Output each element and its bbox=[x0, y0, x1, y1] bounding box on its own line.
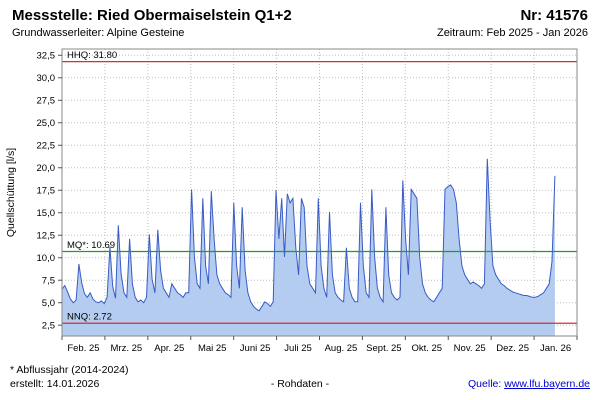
x-axis-labels: Feb. 25 Mrz. 25 Apr. 25 Mai 25 Juni 25 Juli 2… bbox=[61, 336, 578, 354]
svg-text:Nov. 25: Nov. 25 bbox=[454, 343, 486, 354]
svg-text:Aug. 25: Aug. 25 bbox=[325, 343, 358, 354]
series-area bbox=[62, 158, 555, 336]
svg-text:30,0: 30,0 bbox=[37, 73, 56, 84]
footnote-abflussjahr: * Abflussjahr (2014-2024) bbox=[10, 364, 129, 376]
ref-label-mq: MQ*: 10.69 bbox=[67, 240, 115, 251]
svg-text:Mrz. 25: Mrz. 25 bbox=[111, 343, 143, 354]
svg-text:Okt. 25: Okt. 25 bbox=[411, 343, 442, 354]
discharge-chart: HHQ: 31.80 MQ*: 10.69 NNQ: 2.72 2,5 5,0 7,5 10… bbox=[0, 41, 600, 362]
y-axis-title: Quellschüttung [l/s] bbox=[5, 148, 17, 237]
svg-text:Feb. 25: Feb. 25 bbox=[67, 343, 99, 354]
created-date: erstellt: 14.01.2026 bbox=[10, 378, 100, 390]
svg-text:Juni 25: Juni 25 bbox=[240, 343, 271, 354]
svg-text:Mai 25: Mai 25 bbox=[198, 343, 227, 354]
ref-label-nnq: NNQ: 2.72 bbox=[67, 312, 112, 323]
svg-text:12,5: 12,5 bbox=[37, 230, 56, 241]
source-block: Quelle: www.lfu.bayern.de bbox=[468, 378, 590, 390]
svg-text:27,5: 27,5 bbox=[37, 95, 56, 106]
svg-text:Jan. 26: Jan. 26 bbox=[540, 343, 571, 354]
svg-text:17,5: 17,5 bbox=[37, 185, 56, 196]
svg-text:Sept. 25: Sept. 25 bbox=[366, 343, 401, 354]
header: Messstelle: Ried Obermaiselstein Q1+2 Nr… bbox=[0, 0, 600, 39]
svg-text:25,0: 25,0 bbox=[37, 118, 56, 129]
svg-text:15,0: 15,0 bbox=[37, 208, 56, 219]
svg-text:20,0: 20,0 bbox=[37, 163, 56, 174]
svg-text:10,0: 10,0 bbox=[37, 253, 56, 264]
data-type-label: - Rohdaten - bbox=[270, 378, 330, 390]
discharge-chart-canvas: HHQ: 31.80 MQ*: 10.69 NNQ: 2.72 2,5 5,0 7,5 10… bbox=[5, 48, 578, 354]
svg-text:7,5: 7,5 bbox=[42, 275, 55, 286]
svg-text:Juli 25: Juli 25 bbox=[284, 343, 311, 354]
series-line bbox=[61, 158, 556, 312]
y-axis-labels: 2,5 5,0 7,5 10,0 12,5 15,0 17,5 20,0 22,5 25,0 27,… bbox=[37, 50, 62, 331]
page-title: Messstelle: Ried Obermaiselstein Q1+2 bbox=[12, 7, 292, 24]
svg-text:5,0: 5,0 bbox=[42, 298, 55, 309]
reference-lines: HHQ: 31.80 MQ*: 10.69 NNQ: 2.72 bbox=[62, 50, 577, 324]
source-link[interactable]: www.lfu.bayern.de bbox=[504, 378, 590, 390]
footer: * Abflussjahr (2014-2024) erstellt: 14.0… bbox=[0, 362, 600, 400]
svg-text:Apr. 25: Apr. 25 bbox=[154, 343, 184, 354]
source-label: Quelle: bbox=[468, 378, 505, 390]
station-number: Nr: 41576 bbox=[520, 7, 588, 24]
svg-text:2,5: 2,5 bbox=[42, 320, 55, 331]
svg-text:Dez. 25: Dez. 25 bbox=[496, 343, 529, 354]
svg-text:22,5: 22,5 bbox=[37, 140, 56, 151]
ref-label-hhq: HHQ: 31.80 bbox=[67, 50, 117, 61]
aquifer-subtitle: Grundwasserleiter: Alpine Gesteine bbox=[12, 27, 185, 39]
period-label: Zeitraum: Feb 2025 - Jan 2026 bbox=[436, 27, 588, 39]
svg-text:32,5: 32,5 bbox=[37, 50, 56, 61]
